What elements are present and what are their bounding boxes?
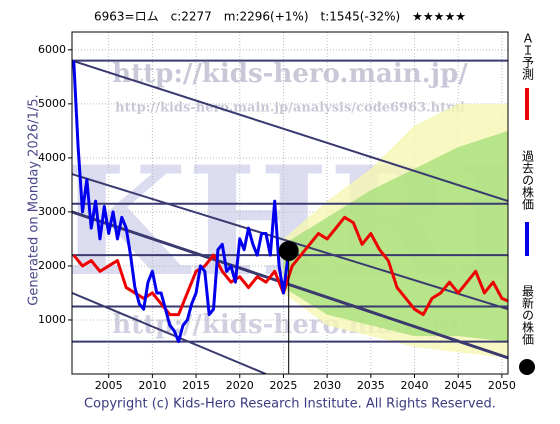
x-tick-label: 2035 — [357, 379, 385, 392]
legend-label: 過去の株価 — [521, 150, 535, 210]
legend-label: ＡＩ予測 — [521, 32, 535, 81]
plot-frame — [71, 31, 509, 375]
x-tick-label: 2005 — [95, 379, 123, 392]
series-line — [72, 60, 291, 344]
x-tick-label: 2040 — [401, 379, 429, 392]
x-tick-label: 2045 — [444, 379, 472, 392]
y-tick-label: 6000 — [38, 43, 66, 56]
current-price — [278, 240, 299, 261]
trend-line — [72, 59, 508, 203]
y-tick-label: 1000 — [38, 313, 66, 326]
watermark: http://kids-hero.main.jp/ — [112, 59, 468, 89]
watermark: http://kids-hero.main.jp/analysis/code69… — [115, 101, 465, 116]
y-tick-label: 2000 — [38, 259, 66, 272]
x-tick-label: 2025 — [269, 379, 297, 392]
x-tick-label: 2015 — [182, 379, 210, 392]
plot-layer: KHRIhttp://kids-hero.main.jp/http://kids… — [72, 32, 508, 374]
y-tick-label: 3000 — [38, 205, 66, 218]
x-tick-label: 2010 — [138, 379, 166, 392]
legend-swatch — [519, 359, 535, 375]
footer: Copyright (c) Kids-Hero Research Institu… — [84, 397, 496, 412]
legend-label: 最新の株価 — [521, 285, 535, 345]
x-tick-label: 2030 — [313, 379, 341, 392]
chart-title: 6963=ロム c:2277 m:2296(+1%) t:1545(-32%) … — [94, 10, 466, 24]
x-tick-label: 2050 — [488, 379, 516, 392]
x-tick-label: 2020 — [226, 379, 254, 392]
trend-line — [72, 210, 508, 360]
y-tick-label: 5000 — [38, 97, 66, 110]
y-tick-label: 4000 — [38, 151, 66, 164]
side-note: Generated on Monday 2026/1/5. — [27, 94, 42, 305]
